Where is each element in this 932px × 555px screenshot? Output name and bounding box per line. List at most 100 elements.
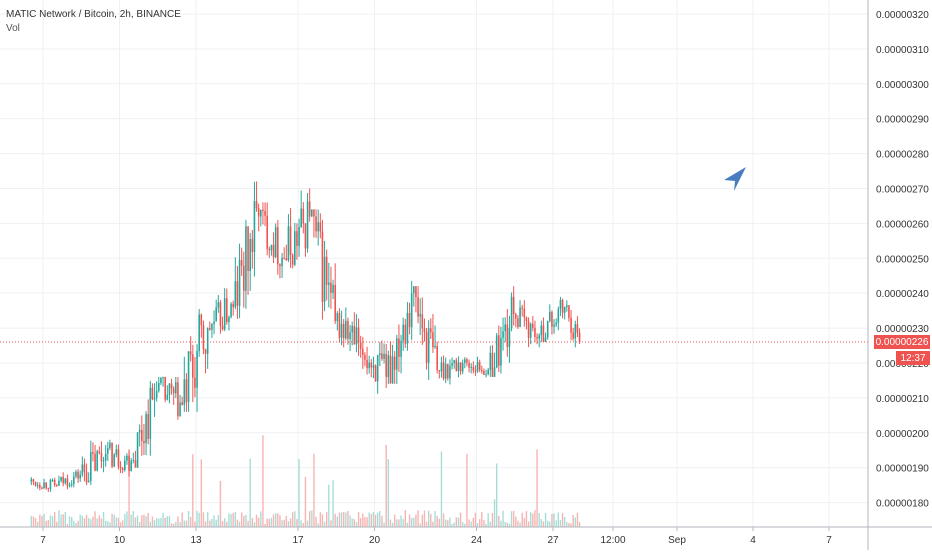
- candle-body: [113, 454, 115, 467]
- volume-bar: [49, 515, 52, 527]
- volume-bar: [308, 511, 311, 527]
- volume-bar: [419, 523, 421, 527]
- candle-body: [555, 322, 557, 325]
- volume-bar: [130, 514, 132, 527]
- candle-body: [34, 481, 37, 486]
- time-tick-label: 12:00: [600, 535, 625, 546]
- candle-body: [410, 293, 413, 328]
- candle-body: [557, 308, 560, 323]
- current-price-badge: 0.00000226: [874, 335, 930, 350]
- candle-body: [143, 440, 145, 444]
- volume-bar: [56, 521, 58, 527]
- volume-bar: [387, 459, 390, 527]
- candle-body: [353, 325, 356, 345]
- candle-body: [136, 432, 139, 468]
- volume-bar: [75, 522, 77, 527]
- candle-body: [198, 314, 200, 352]
- time-tick-label: 10: [114, 535, 126, 546]
- volume-bar: [277, 513, 279, 527]
- candle-body: [272, 244, 275, 258]
- volume-bar: [234, 512, 237, 527]
- candle-body: [175, 382, 177, 394]
- volume-bar: [138, 522, 141, 527]
- volume-bar: [166, 516, 169, 527]
- volume-bar: [257, 517, 260, 527]
- volume-bar: [251, 518, 254, 527]
- volume-bar: [476, 523, 479, 527]
- volume-bar: [536, 449, 538, 527]
- volume-bar: [370, 514, 373, 527]
- candle-body: [345, 320, 347, 339]
- volume-bar: [325, 511, 328, 527]
- candle-body: [209, 328, 211, 330]
- candle-body: [277, 227, 279, 265]
- volume-bar: [187, 511, 190, 527]
- volume-bar: [546, 520, 549, 527]
- candle-body: [436, 345, 438, 370]
- candle-body: [194, 377, 196, 388]
- candle-body: [141, 429, 143, 441]
- candle-body: [468, 362, 470, 368]
- volume-bar: [115, 517, 118, 527]
- candle-body: [321, 231, 324, 302]
- volume-bar: [194, 521, 196, 527]
- volume-bar: [389, 519, 392, 527]
- volume-bar: [532, 513, 534, 527]
- volume-bar: [561, 513, 564, 527]
- volume-bar: [126, 511, 128, 527]
- candle-body: [306, 201, 309, 249]
- candle-body: [283, 257, 285, 259]
- candle-body: [300, 208, 302, 228]
- volume-bar: [68, 516, 71, 527]
- candle-body: [289, 226, 292, 255]
- candle-body: [32, 479, 35, 482]
- volume-bar: [291, 512, 294, 527]
- candle-body: [132, 460, 135, 462]
- candle-body: [413, 286, 415, 294]
- volume-bar: [436, 516, 438, 527]
- volume-bar: [162, 512, 164, 527]
- volume-bar: [70, 517, 73, 527]
- volume-bar: [383, 522, 385, 527]
- volume-bar: [376, 512, 379, 527]
- candle-body: [73, 476, 75, 484]
- volume-bar: [45, 520, 47, 527]
- candle-body: [432, 332, 434, 348]
- volume-bar: [274, 513, 277, 527]
- candle-body: [257, 208, 260, 217]
- grid: [0, 0, 868, 527]
- volume-bar: [51, 516, 54, 527]
- candle-body: [315, 216, 317, 232]
- candle-body: [77, 471, 79, 479]
- time-tick-label: 7: [40, 535, 46, 546]
- candle-body: [491, 352, 494, 377]
- candle-body: [66, 478, 69, 487]
- volume-bar: [272, 514, 275, 527]
- candle-body: [281, 257, 283, 267]
- volume-bar: [64, 511, 67, 527]
- candle-body: [355, 327, 358, 345]
- volume-bar: [449, 517, 451, 527]
- volume-bar: [534, 510, 536, 527]
- volume-bar: [117, 517, 120, 527]
- candle-body: [240, 260, 243, 266]
- candle-body: [49, 480, 52, 489]
- volume-bar: [102, 511, 105, 527]
- volume-bar: [232, 513, 234, 527]
- time-tick-label: Sep: [668, 535, 686, 546]
- volume-bar: [362, 513, 364, 527]
- candle-body: [442, 362, 445, 379]
- candle-body: [419, 314, 421, 317]
- volume-bar: [283, 519, 285, 527]
- volume-bar: [400, 515, 402, 527]
- candle-body: [268, 248, 271, 251]
- candle-body: [325, 256, 328, 285]
- bar-countdown-value: 12:37: [900, 352, 926, 364]
- volume-bar: [444, 519, 447, 527]
- volume-bar: [421, 514, 424, 527]
- candle-body: [347, 320, 349, 339]
- volume-bar: [540, 518, 543, 527]
- volume-bar: [92, 516, 94, 527]
